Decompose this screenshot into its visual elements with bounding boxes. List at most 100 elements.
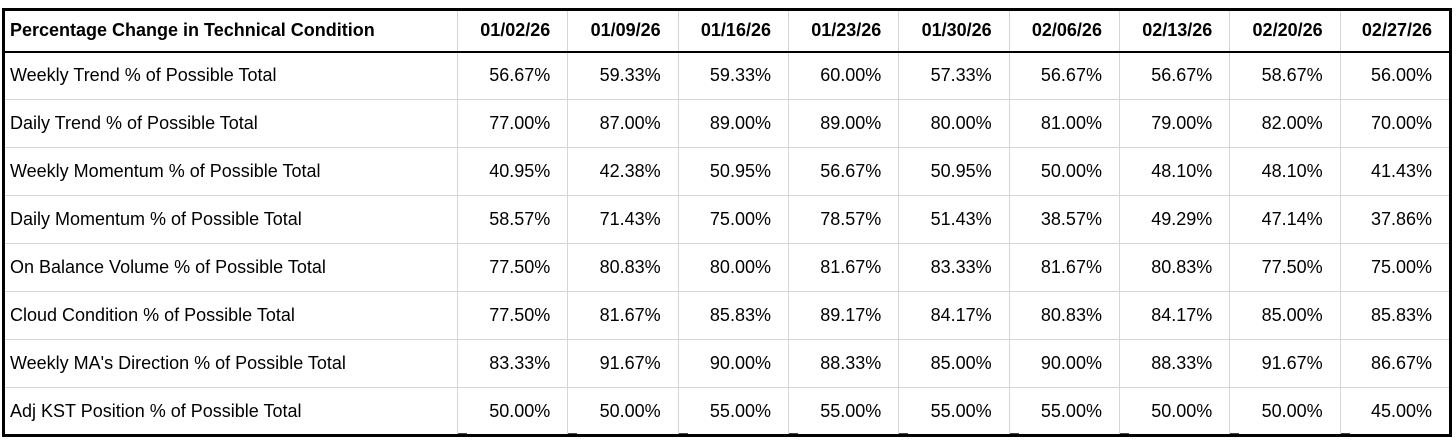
table-row: Weekly MA's Direction % of Possible Tota… xyxy=(3,339,1451,388)
value-cell: 48.10% xyxy=(1229,147,1341,196)
value-cell: 87.00% xyxy=(567,99,679,148)
column-header: 02/27/26 xyxy=(1339,9,1451,53)
value-cell: 55.00% xyxy=(898,387,1010,436)
value-cell: 48.10% xyxy=(1118,147,1230,196)
column-header: 01/16/26 xyxy=(677,9,789,53)
value-cell: 59.33% xyxy=(567,51,679,100)
value-cell: 50.00% xyxy=(456,387,568,436)
value-cell: 38.57% xyxy=(1008,195,1120,244)
table-row: Cloud Condition % of Possible Total 77.50… xyxy=(3,291,1451,340)
table-row: Daily Momentum % of Possible Total 58.57%… xyxy=(3,195,1451,244)
table-title: Percentage Change in Technical Condition xyxy=(3,9,458,53)
table-row: Daily Trend % of Possible Total 77.00% 87.… xyxy=(3,99,1451,148)
value-cell: 56.67% xyxy=(787,147,899,196)
value-cell: 83.33% xyxy=(898,243,1010,292)
column-header: 01/02/26 xyxy=(456,9,568,53)
table-row: Weekly Trend % of Possible Total 56.67% 59… xyxy=(3,51,1451,100)
value-cell: 84.17% xyxy=(898,291,1010,340)
value-cell: 59.33% xyxy=(677,51,789,100)
value-cell: 56.00% xyxy=(1339,51,1451,100)
column-header: 01/30/26 xyxy=(898,9,1010,53)
data-table: Percentage Change in Technical Condition… xyxy=(2,8,1452,437)
value-cell: 51.43% xyxy=(898,195,1010,244)
value-cell: 79.00% xyxy=(1118,99,1230,148)
value-cell: 50.00% xyxy=(1118,387,1230,436)
value-cell: 41.43% xyxy=(1339,147,1451,196)
value-cell: 81.00% xyxy=(1008,99,1120,148)
table-row: Weekly Momentum % of Possible Total 40.95… xyxy=(3,147,1451,196)
value-cell: 82.00% xyxy=(1229,99,1341,148)
value-cell: 86.67% xyxy=(1339,339,1451,388)
header-row: Percentage Change in Technical Condition… xyxy=(3,9,1451,53)
column-header: 01/23/26 xyxy=(787,9,899,53)
value-cell: 37.86% xyxy=(1339,195,1451,244)
value-cell: 56.67% xyxy=(1008,51,1120,100)
table-row: Adj KST Position % of Possible Total 50.0… xyxy=(4,387,1451,436)
value-cell: 55.00% xyxy=(677,387,789,436)
value-cell: 85.83% xyxy=(677,291,789,340)
value-cell: 77.50% xyxy=(456,243,568,292)
row-label: Daily Trend % of Possible Total xyxy=(3,99,458,148)
column-header: 01/09/26 xyxy=(567,9,679,53)
table-row: On Balance Volume % of Possible Total 77.… xyxy=(3,243,1451,292)
value-cell: 50.95% xyxy=(677,147,789,196)
technical-condition-table: Percentage Change in Technical Condition… xyxy=(2,8,1452,437)
value-cell: 90.00% xyxy=(677,339,789,388)
value-cell: 81.67% xyxy=(1008,243,1120,292)
value-cell: 80.00% xyxy=(677,243,789,292)
value-cell: 55.00% xyxy=(787,387,899,436)
column-header: 02/13/26 xyxy=(1118,9,1230,53)
value-cell: 77.50% xyxy=(456,291,568,340)
table-body: Weekly Trend % of Possible Total 56.67% 59… xyxy=(3,51,1451,436)
row-label: Cloud Condition % of Possible Total xyxy=(3,291,458,340)
value-cell: 50.00% xyxy=(1008,147,1120,196)
value-cell: 84.17% xyxy=(1118,291,1230,340)
row-label: Weekly Momentum % of Possible Total xyxy=(3,147,458,196)
value-cell: 55.00% xyxy=(1008,387,1120,436)
value-cell: 56.67% xyxy=(456,51,568,100)
row-label: Weekly MA's Direction % of Possible Tota… xyxy=(3,339,458,388)
value-cell: 78.57% xyxy=(787,195,899,244)
value-cell: 40.95% xyxy=(456,147,568,196)
value-cell: 85.83% xyxy=(1339,291,1451,340)
value-cell: 89.00% xyxy=(677,99,789,148)
value-cell: 89.00% xyxy=(787,99,899,148)
value-cell: 89.17% xyxy=(787,291,899,340)
value-cell: 80.00% xyxy=(898,99,1010,148)
value-cell: 83.33% xyxy=(456,339,568,388)
value-cell: 90.00% xyxy=(1008,339,1120,388)
value-cell: 75.00% xyxy=(1339,243,1451,292)
value-cell: 85.00% xyxy=(1229,291,1341,340)
value-cell: 50.00% xyxy=(1229,387,1341,436)
value-cell: 42.38% xyxy=(567,147,679,196)
value-cell: 75.00% xyxy=(677,195,789,244)
value-cell: 60.00% xyxy=(787,51,899,100)
value-cell: 81.67% xyxy=(567,291,679,340)
value-cell: 47.14% xyxy=(1229,195,1341,244)
value-cell: 71.43% xyxy=(567,195,679,244)
value-cell: 80.83% xyxy=(567,243,679,292)
value-cell: 85.00% xyxy=(898,339,1010,388)
value-cell: 77.50% xyxy=(1229,243,1341,292)
value-cell: 81.67% xyxy=(787,243,899,292)
row-label: On Balance Volume % of Possible Total xyxy=(3,243,458,292)
column-header: 02/20/26 xyxy=(1229,9,1341,53)
value-cell: 88.33% xyxy=(1118,339,1230,388)
value-cell: 56.67% xyxy=(1118,51,1230,100)
value-cell: 80.83% xyxy=(1008,291,1120,340)
value-cell: 58.57% xyxy=(456,195,568,244)
value-cell: 50.00% xyxy=(567,387,679,436)
row-label: Weekly Trend % of Possible Total xyxy=(3,51,458,100)
value-cell: 88.33% xyxy=(787,339,899,388)
value-cell: 45.00% xyxy=(1339,387,1451,436)
value-cell: 70.00% xyxy=(1339,99,1451,148)
value-cell: 58.67% xyxy=(1229,51,1341,100)
value-cell: 49.29% xyxy=(1118,195,1230,244)
row-label: Daily Momentum % of Possible Total xyxy=(3,195,458,244)
value-cell: 80.83% xyxy=(1118,243,1230,292)
value-cell: 91.67% xyxy=(1229,339,1341,388)
value-cell: 57.33% xyxy=(898,51,1010,100)
value-cell: 77.00% xyxy=(456,99,568,148)
row-label: Adj KST Position % of Possible Total xyxy=(10,400,302,421)
value-cell: 50.95% xyxy=(898,147,1010,196)
